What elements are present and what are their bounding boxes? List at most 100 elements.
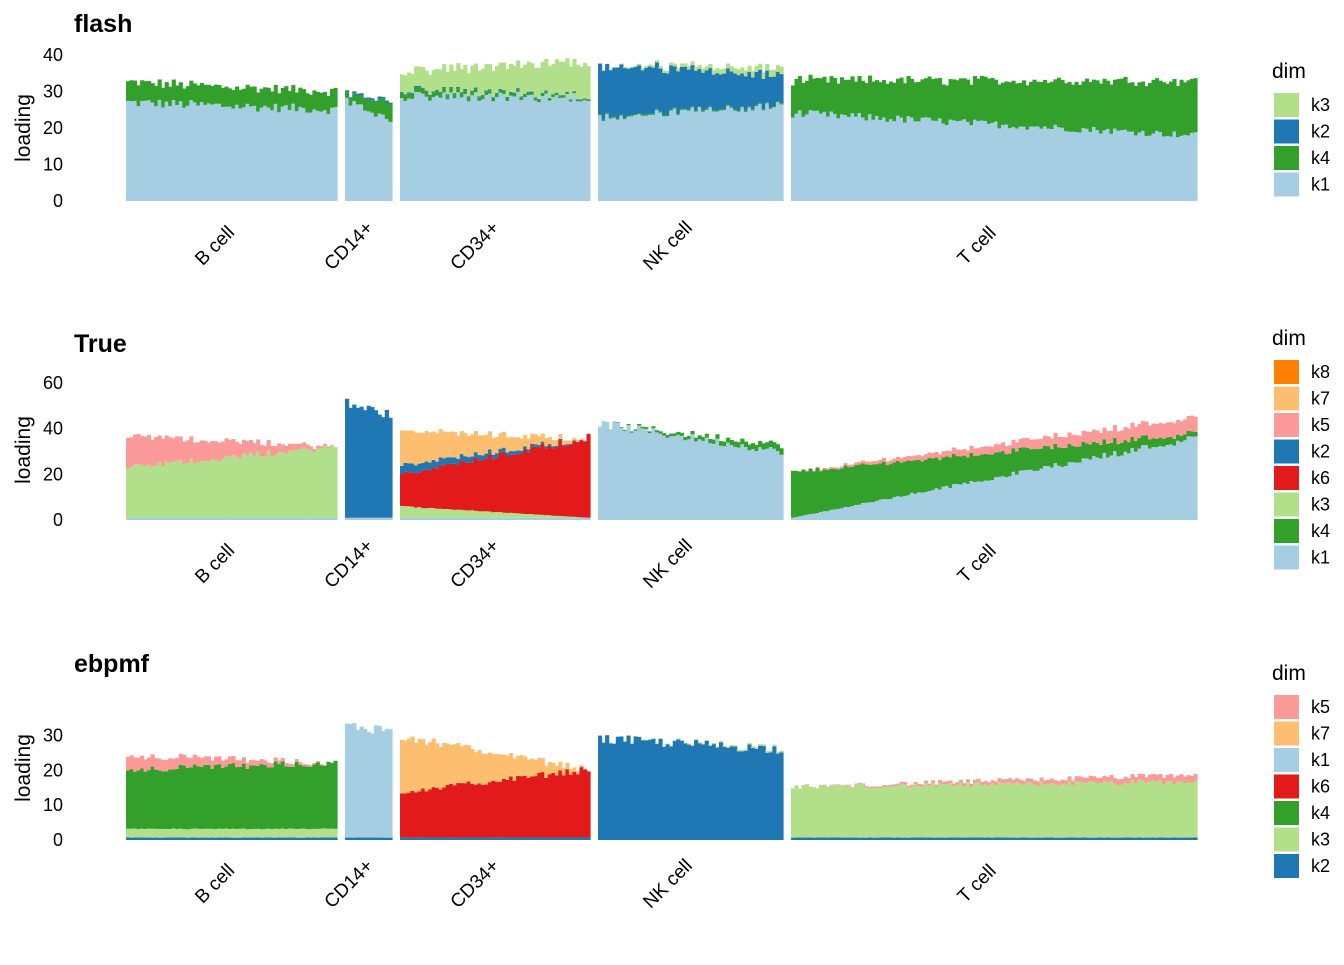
- bar-segment-k5: [819, 470, 823, 471]
- bar-segment-k1: [333, 518, 337, 520]
- bar-segment-k4: [744, 442, 748, 448]
- bar-segment-k2: [558, 838, 562, 841]
- bar-segment-k7: [558, 434, 562, 439]
- bar-segment-k3: [516, 60, 520, 88]
- bar-segment-k5: [1054, 433, 1058, 444]
- y-axis-label: loading: [12, 94, 35, 162]
- y-tick-label: 0: [53, 830, 63, 850]
- bar-segment-k2: [740, 751, 744, 840]
- y-tick-label: 30: [43, 82, 63, 102]
- x-tick-label: NK cell: [639, 535, 696, 592]
- bar-segment-k5: [309, 765, 313, 767]
- bar-segment-k4: [1008, 82, 1012, 128]
- bar-segment-k2: [669, 746, 673, 840]
- bar-segment-k5: [284, 763, 288, 766]
- bar-segment-k3: [253, 456, 257, 518]
- bar-segment-k5: [137, 434, 141, 464]
- bar-segment-k2: [356, 837, 360, 840]
- bar-segment-k5: [1064, 780, 1068, 785]
- bar-segment-k2: [168, 838, 172, 840]
- bar-segment-k5: [1145, 777, 1149, 783]
- bar-segment-k7: [453, 744, 457, 785]
- bar-segment-k1: [1103, 130, 1107, 201]
- bar-segment-k4: [949, 79, 953, 120]
- bar-segment-k5: [263, 760, 267, 765]
- bar-segment-k7: [432, 432, 436, 460]
- bar-segment-k4: [228, 764, 232, 829]
- bar-segment-k6: [418, 472, 422, 507]
- bar-segment-k3: [439, 509, 443, 518]
- bar-segment-k2: [1005, 838, 1009, 840]
- bar-segment-k1: [516, 92, 520, 201]
- bar-segment-k4: [534, 98, 538, 100]
- bar-segment-k2: [726, 68, 730, 104]
- bar-segment-k4: [812, 471, 816, 513]
- bar-segment-k3: [530, 514, 534, 518]
- bar-segment-k3: [446, 509, 450, 518]
- bar-segment-k3: [576, 517, 580, 518]
- bar-segment-k3: [467, 73, 471, 96]
- bar-segment-k5: [1166, 775, 1170, 782]
- bar-segment-k1: [712, 111, 716, 201]
- bar-segment-k4: [460, 93, 464, 97]
- bar-segment-k4: [644, 427, 648, 429]
- bar-segment-k4: [295, 762, 299, 829]
- bar-segment-k4: [1089, 444, 1093, 459]
- bar-segment-k2: [147, 838, 151, 840]
- bar-segment-k3: [963, 786, 967, 837]
- bar-segment-k2: [249, 838, 253, 840]
- bar-segment-k3: [900, 784, 904, 838]
- bar-segment-k7: [513, 437, 517, 451]
- bar-segment-k5: [1166, 422, 1170, 437]
- bar-segment-k2: [442, 87, 446, 88]
- bar-segment-k7: [562, 768, 566, 775]
- bar-segment-k6: [484, 784, 488, 837]
- bar-segment-k5: [305, 444, 309, 448]
- bar-segment-k2: [467, 96, 471, 97]
- bar-segment-k1: [154, 106, 158, 201]
- bar-segment-k2: [555, 93, 559, 94]
- bar-segment-k5: [235, 760, 239, 767]
- group-nk-cell: [598, 735, 784, 840]
- bar-segment-k1: [288, 518, 292, 520]
- bar-segment-k2: [747, 72, 751, 106]
- bar-segment-k7: [576, 771, 580, 774]
- bar-segment-k1: [602, 422, 606, 520]
- bar-segment-k2: [453, 837, 457, 840]
- bar-segment-k6: [449, 784, 453, 838]
- bar-segment-k1: [966, 122, 970, 201]
- bar-segment-k1: [312, 518, 316, 520]
- bar-segment-k2: [352, 405, 356, 518]
- bar-segment-k4: [506, 98, 510, 101]
- bar-segment-k1: [991, 480, 995, 520]
- bar-segment-k5: [291, 764, 295, 767]
- bar-segment-k3: [1033, 785, 1037, 838]
- bar-segment-k4: [363, 100, 367, 111]
- bar-segment-k2: [765, 71, 769, 103]
- group-cd14-: [345, 90, 393, 201]
- bar-segment-k2: [495, 838, 499, 840]
- x-tick-label: CD34+: [447, 856, 504, 913]
- bar-segment-k1: [477, 101, 481, 201]
- bar-segment-k4: [903, 83, 907, 122]
- bar-segment-k2: [569, 838, 573, 840]
- bar-segment-k1: [363, 111, 367, 201]
- bar-segment-k2: [751, 748, 755, 840]
- bar-segment-k3: [772, 70, 776, 77]
- bar-segment-k2: [651, 68, 655, 114]
- bar-segment-k5: [882, 785, 886, 787]
- bar-segment-k3: [712, 743, 716, 744]
- bar-segment-k7: [513, 759, 517, 781]
- bar-segment-k1: [367, 518, 371, 520]
- bar-segment-k4: [1022, 80, 1026, 126]
- bar-segment-k2: [488, 449, 492, 454]
- bar-segment-k2: [516, 838, 520, 840]
- bar-segment-k1: [388, 518, 392, 520]
- bar-segment-k5: [179, 754, 183, 765]
- bar-segment-k3: [765, 64, 769, 71]
- group-b-cell: [126, 754, 338, 840]
- bar-segment-k4: [562, 96, 566, 98]
- bar-segment-k3: [569, 517, 573, 518]
- bar-segment-k3: [298, 829, 302, 838]
- bar-segment-k1: [837, 118, 841, 201]
